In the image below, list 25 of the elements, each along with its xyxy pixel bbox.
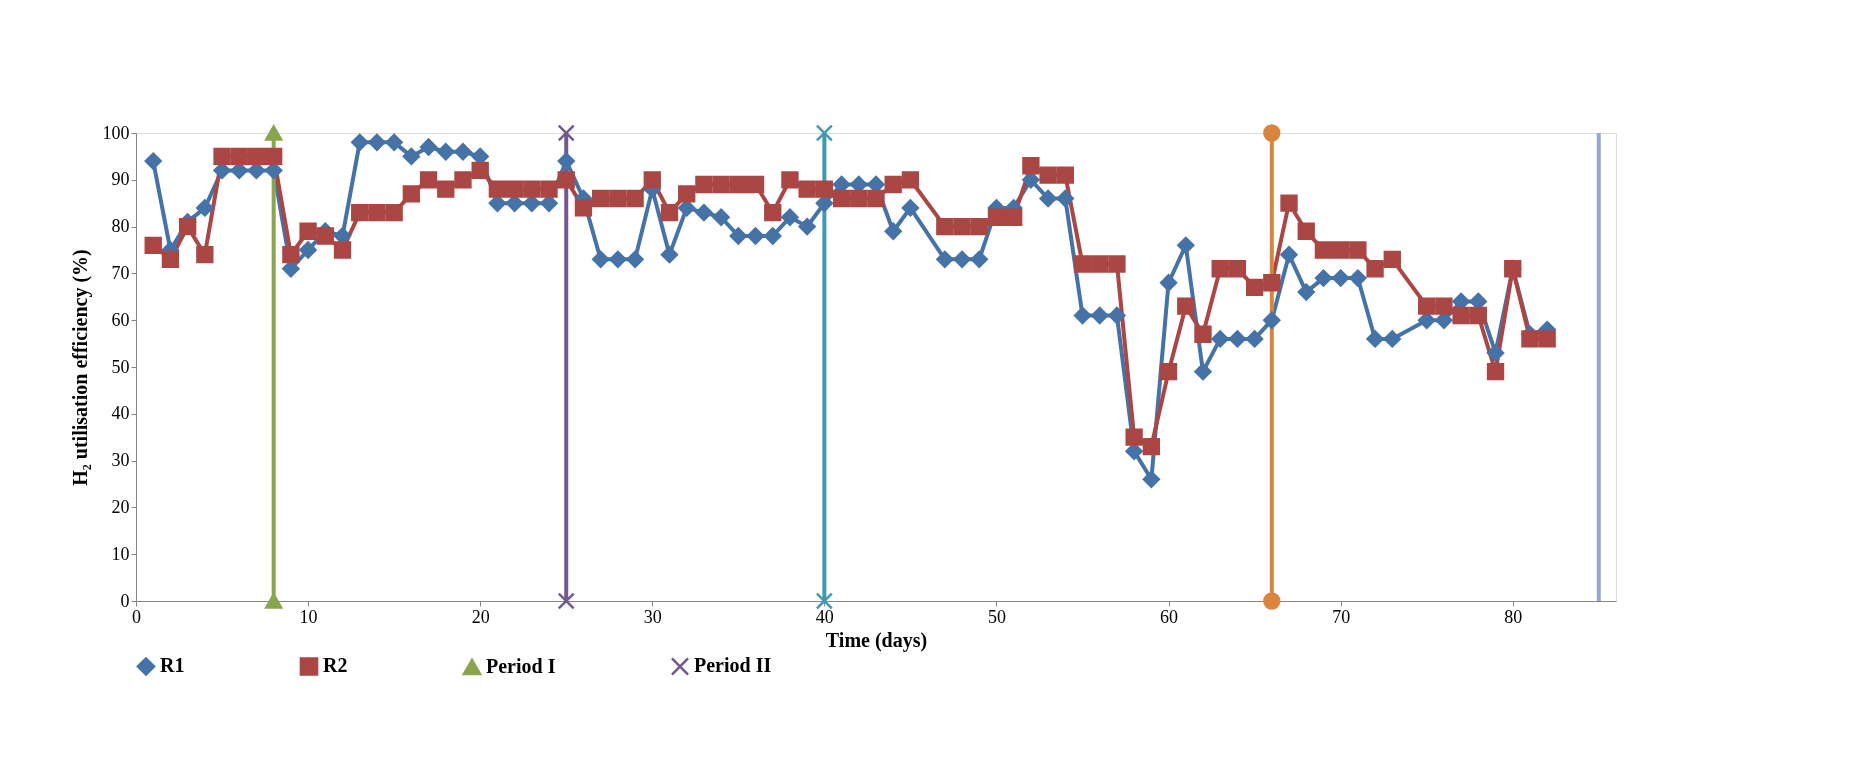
x-tick-label: 60	[1160, 606, 1179, 627]
legend-label: Period I	[486, 655, 556, 678]
y-tick-label: 40	[111, 403, 130, 424]
y-tick-label: 0	[120, 590, 130, 611]
x-tick-label: 40	[815, 606, 834, 627]
y-tick-label: 20	[111, 496, 130, 517]
x-tick-label: 70	[1332, 606, 1351, 627]
x-tick-label: 20	[471, 606, 490, 627]
x-tick-label: 10	[299, 606, 318, 627]
y-tick-label: 50	[111, 356, 130, 377]
y-tick-label: 90	[111, 169, 130, 190]
y-tick-label: 70	[111, 262, 130, 283]
y-tick-label: 100	[102, 122, 130, 143]
y-tick-label: 10	[111, 543, 130, 564]
y-axis-title: H₂ utilisation efficiency (%)	[68, 249, 92, 486]
x-axis-title: Time (days)	[825, 628, 928, 652]
legend-label: R2	[323, 654, 348, 677]
y-tick-label: 60	[111, 309, 130, 330]
x-tick-label: 50	[987, 606, 1006, 627]
x-tick-label: 30	[643, 606, 662, 627]
y-tick-label: 80	[111, 216, 130, 237]
y-tick-label: 30	[111, 450, 130, 471]
x-tick-label: 80	[1504, 606, 1523, 627]
legend-label: R1	[160, 654, 185, 677]
legend-label: Period II	[694, 654, 772, 677]
